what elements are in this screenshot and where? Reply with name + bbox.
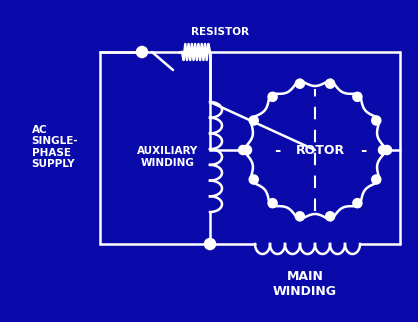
Circle shape xyxy=(326,212,334,220)
Text: AUXILIARY
WINDING: AUXILIARY WINDING xyxy=(138,146,199,168)
Text: ROTOR: ROTOR xyxy=(296,144,344,156)
Circle shape xyxy=(353,93,362,101)
Text: -: - xyxy=(274,143,280,157)
Circle shape xyxy=(296,212,304,220)
Circle shape xyxy=(250,175,258,184)
Circle shape xyxy=(353,199,362,207)
Circle shape xyxy=(372,175,380,184)
Text: RESISTOR: RESISTOR xyxy=(191,27,249,37)
Text: -: - xyxy=(360,143,366,157)
Circle shape xyxy=(379,146,387,154)
Circle shape xyxy=(269,199,277,207)
Circle shape xyxy=(250,117,258,125)
Circle shape xyxy=(372,117,380,125)
Circle shape xyxy=(243,146,251,154)
Circle shape xyxy=(269,93,277,101)
Text: MAIN
WINDING: MAIN WINDING xyxy=(273,270,337,298)
Text: AC
SINGLE-
PHASE
SUPPLY: AC SINGLE- PHASE SUPPLY xyxy=(32,125,78,169)
Circle shape xyxy=(137,47,147,57)
Circle shape xyxy=(326,80,334,88)
Circle shape xyxy=(296,80,304,88)
Circle shape xyxy=(239,146,247,154)
Circle shape xyxy=(383,146,391,154)
Circle shape xyxy=(205,239,215,249)
